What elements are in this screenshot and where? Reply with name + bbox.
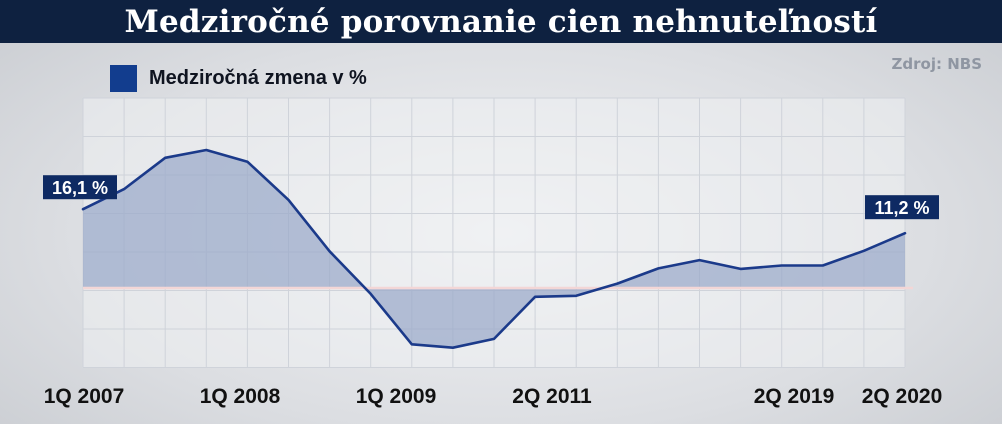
x-tick-label: 2Q 2019 xyxy=(754,385,835,408)
data-point xyxy=(903,231,907,235)
chart-title: Medziročné porovnanie cien nehnuteľností xyxy=(124,3,878,40)
data-point xyxy=(739,267,743,271)
data-point xyxy=(698,258,702,262)
x-tick-label: 2Q 2020 xyxy=(862,385,943,408)
title-bar: Medziročné porovnanie cien nehnuteľností xyxy=(0,0,1002,43)
data-point xyxy=(163,156,167,160)
data-point xyxy=(821,264,825,268)
data-point xyxy=(410,342,414,346)
data-point xyxy=(328,249,332,253)
data-point xyxy=(245,160,249,164)
data-point xyxy=(656,266,660,270)
data-point xyxy=(451,346,455,350)
value-label-box xyxy=(43,175,117,200)
x-tick-label: 1Q 2009 xyxy=(356,385,437,408)
data-point xyxy=(492,337,496,341)
source-label: Zdroj: NBS xyxy=(891,55,982,73)
value-label: 11,2 % xyxy=(874,198,929,218)
series-area xyxy=(83,150,905,348)
x-tick-label: 1Q 2007 xyxy=(44,385,125,408)
data-point xyxy=(81,207,85,211)
x-tick-label: 1Q 2008 xyxy=(200,385,281,408)
data-point xyxy=(122,187,126,191)
value-label: 16,1 % xyxy=(52,178,108,198)
legend-label: Medziročná zmena v % xyxy=(149,67,367,89)
x-tick-label: 2Q 2011 xyxy=(512,385,592,408)
data-point xyxy=(533,295,537,299)
legend-swatch xyxy=(110,65,137,92)
value-label-box xyxy=(865,195,939,220)
data-point xyxy=(615,282,619,286)
data-point xyxy=(287,198,291,202)
data-point xyxy=(862,249,866,253)
data-point xyxy=(204,148,208,152)
data-point xyxy=(574,294,578,298)
legend: Medziročná zmena v % xyxy=(110,65,367,92)
data-point xyxy=(369,292,373,296)
series-line xyxy=(81,148,907,350)
data-point xyxy=(780,264,784,268)
